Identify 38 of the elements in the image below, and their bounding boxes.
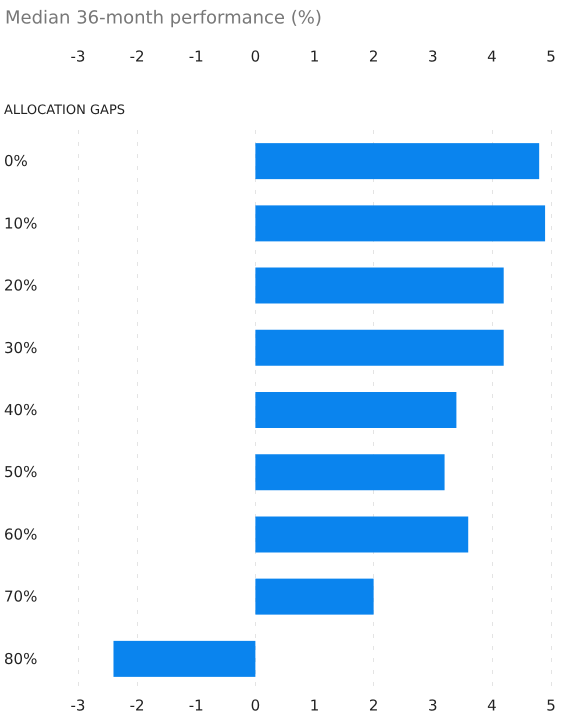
x-tick-label: 5 — [546, 696, 556, 714]
y-tick-label: 30% — [4, 338, 38, 357]
bar — [255, 268, 504, 304]
x-tick-label: 1 — [310, 696, 320, 714]
x2-tick-label: 2 — [368, 48, 378, 66]
y-axis-title: ALLOCATION GAPS — [4, 103, 126, 118]
y-tick-label: 40% — [4, 401, 38, 419]
bar — [255, 330, 504, 366]
x2-tick-label: 3 — [428, 48, 438, 66]
x2-tick-label: 1 — [310, 48, 320, 66]
x2-tick-label: 4 — [487, 48, 497, 66]
chart-title: Median 36-month performance (%) — [5, 8, 322, 28]
y-tick-label: 10% — [4, 214, 38, 232]
bar — [255, 143, 540, 180]
x-tick-label: -1 — [188, 696, 204, 714]
bar — [255, 578, 374, 615]
y-tick-label: 80% — [4, 650, 38, 668]
bar — [255, 516, 468, 552]
x-tick-label: 2 — [368, 696, 378, 714]
x-tick-label: -3 — [70, 696, 86, 714]
bar — [255, 454, 445, 490]
y-tick-label: 60% — [4, 525, 38, 544]
bar — [255, 392, 456, 428]
x-tick-label: 0 — [250, 696, 260, 714]
x2-tick-label: 0 — [250, 48, 260, 66]
x-tick-label: 4 — [487, 696, 497, 714]
x2-tick-label: 5 — [546, 48, 556, 66]
x2-tick-label: -3 — [70, 48, 86, 66]
y-tick-label: 50% — [4, 463, 38, 482]
y-tick-label: 20% — [4, 276, 38, 295]
x-tick-label: -2 — [130, 696, 145, 714]
x2-tick-label: -1 — [188, 48, 204, 66]
bar — [255, 205, 546, 242]
x-tick-label: 3 — [428, 696, 438, 714]
y-tick-label: 0% — [4, 152, 28, 170]
x2-tick-label: -2 — [130, 48, 145, 66]
bar — [113, 640, 256, 677]
y-tick-label: 70% — [4, 588, 38, 606]
